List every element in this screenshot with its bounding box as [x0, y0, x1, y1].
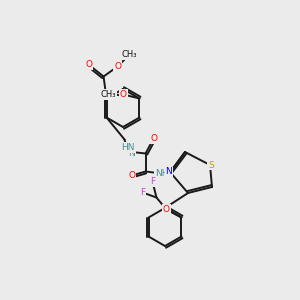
Text: N: N: [128, 149, 135, 158]
Text: CH₃: CH₃: [101, 90, 116, 99]
Text: O: O: [114, 62, 121, 71]
Text: H: H: [121, 144, 128, 153]
Text: S: S: [208, 160, 214, 169]
Text: N: N: [166, 167, 172, 176]
Text: O: O: [163, 205, 170, 214]
Text: O: O: [128, 171, 135, 180]
Text: O: O: [120, 90, 127, 99]
Text: NH: NH: [155, 169, 168, 178]
Text: F: F: [150, 177, 155, 186]
Text: F: F: [140, 188, 145, 197]
Text: O: O: [85, 60, 92, 69]
Text: CH₃: CH₃: [122, 50, 137, 59]
Text: HN: HN: [121, 143, 134, 152]
Text: O: O: [150, 134, 157, 143]
